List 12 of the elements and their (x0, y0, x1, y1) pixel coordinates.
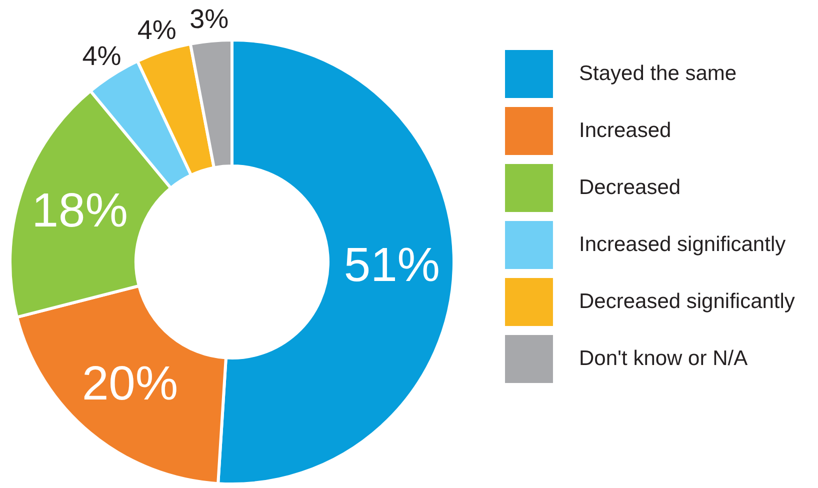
data-label: 20% (82, 357, 178, 410)
legend-label: Don't know or N/A (579, 347, 748, 370)
legend-label: Decreased significantly (579, 290, 796, 313)
legend-label: Increased significantly (579, 233, 786, 256)
data-label: 4% (82, 40, 122, 71)
data-label: 51% (344, 239, 440, 292)
data-label: 3% (190, 4, 229, 34)
data-label: 4% (137, 14, 176, 45)
legend-label: Stayed the same (579, 62, 737, 85)
legend-label: Decreased (579, 176, 681, 199)
legend-label: Increased (579, 119, 672, 142)
data-label: 18% (32, 184, 128, 238)
